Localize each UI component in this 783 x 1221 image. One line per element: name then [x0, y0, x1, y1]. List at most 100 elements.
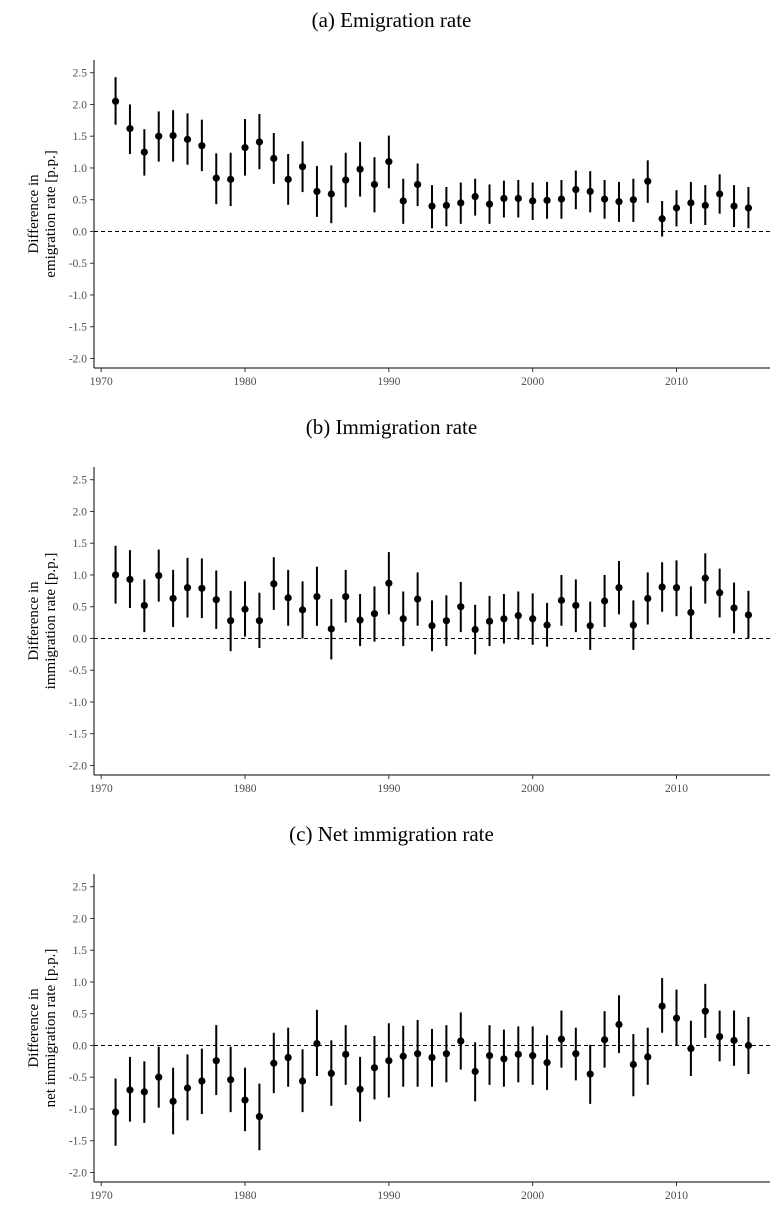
data-point [586, 622, 594, 630]
data-point [543, 621, 551, 629]
data-point [313, 1039, 321, 1048]
x-tick-label: 1980 [234, 1190, 257, 1202]
data-point [270, 1059, 278, 1067]
data-point [428, 202, 436, 210]
data-point [485, 617, 494, 625]
data-point [126, 124, 134, 133]
data-point [744, 204, 753, 212]
x-tick-label: 2010 [665, 783, 688, 795]
y-tick-label: 1.0 [73, 977, 88, 989]
chart-title: (b) Immigration rate [305, 415, 478, 439]
data-point [385, 1057, 393, 1065]
y-tick-label: 1.0 [73, 163, 88, 175]
data-point [255, 138, 264, 146]
data-point [687, 1045, 695, 1053]
data-point [457, 603, 465, 611]
data-point [529, 1052, 537, 1060]
x-tick-label: 2000 [521, 783, 544, 795]
data-point [414, 1050, 422, 1058]
data-point [241, 144, 249, 152]
data-point [183, 584, 192, 592]
data-point [687, 199, 695, 207]
data-point [572, 185, 580, 194]
data-point [284, 1053, 292, 1062]
y-axis-label: Difference inimmigration rate [p.p.] [26, 553, 59, 690]
data-point [672, 1014, 681, 1022]
data-point [644, 177, 652, 185]
y-tick-label: 1.5 [73, 538, 88, 550]
y-tick-label: -2.0 [69, 353, 87, 365]
data-point [327, 625, 335, 633]
data-point [543, 196, 551, 204]
y-axis-label: Difference innet immigration rate [p.p.] [26, 949, 59, 1108]
data-point [298, 606, 307, 614]
y-tick-label: -1.5 [69, 322, 87, 334]
data-point [543, 1059, 551, 1067]
data-point [399, 1052, 407, 1060]
data-point [514, 612, 522, 620]
data-point [342, 592, 350, 601]
data-point [327, 1069, 335, 1078]
y-tick-label: 0.0 [73, 1040, 88, 1052]
data-point [140, 1088, 148, 1096]
data-point [716, 1032, 724, 1041]
x-tick-label: 1990 [377, 376, 400, 388]
x-tick-label: 1990 [377, 1190, 400, 1202]
data-point [126, 575, 134, 584]
data-point [183, 1084, 192, 1092]
data-point [672, 204, 681, 212]
data-point [414, 180, 422, 189]
y-tick-label: 2.0 [73, 99, 88, 111]
data-point [428, 1053, 436, 1062]
data-point [255, 1112, 264, 1121]
data-point [399, 197, 407, 205]
data-point [298, 163, 307, 171]
data-point [169, 594, 177, 603]
data-point [183, 135, 192, 143]
data-point [514, 1050, 522, 1058]
data-point [241, 1096, 249, 1104]
data-point [169, 131, 177, 140]
data-point [385, 158, 393, 166]
data-point [600, 597, 609, 605]
data-point [600, 1036, 609, 1044]
data-point [414, 595, 422, 603]
data-point [227, 175, 235, 183]
y-tick-label: 2.0 [73, 506, 88, 518]
data-point [356, 1085, 364, 1093]
data-point [140, 148, 148, 156]
x-tick-label: 1970 [90, 376, 113, 388]
y-axis-label-line: Difference in [26, 988, 42, 1068]
panel-emigration: (a) Emigration rate 2.5 2.0 1.5 1.0 0.5 0.0 -0… [0, 0, 783, 407]
y-tick-label: -1.5 [69, 1136, 87, 1148]
data-point [471, 192, 479, 201]
y-tick-label: -0.5 [69, 1072, 87, 1084]
x-tick-label: 1970 [90, 1190, 113, 1202]
data-point [600, 195, 609, 203]
data-point [327, 190, 335, 198]
data-point [658, 215, 666, 223]
data-point [111, 1108, 120, 1116]
data-point [572, 1050, 580, 1058]
data-point [370, 180, 379, 189]
data-point [212, 596, 220, 604]
y-tick-label: -0.5 [69, 258, 87, 270]
data-point [298, 1077, 307, 1085]
y-axis-label-line: net immigration rate [p.p.] [43, 949, 59, 1108]
data-point [471, 625, 479, 634]
data-point [615, 584, 623, 592]
data-point [701, 574, 709, 582]
data-point [485, 200, 494, 208]
data-point [198, 584, 206, 592]
data-point [342, 176, 350, 184]
data-point [629, 196, 637, 204]
data-point [529, 615, 537, 623]
data-point [672, 584, 681, 592]
data-point [658, 583, 666, 591]
data-point [140, 601, 148, 610]
data-point [284, 594, 292, 602]
data-point [442, 1050, 450, 1058]
data-point [658, 1002, 666, 1010]
